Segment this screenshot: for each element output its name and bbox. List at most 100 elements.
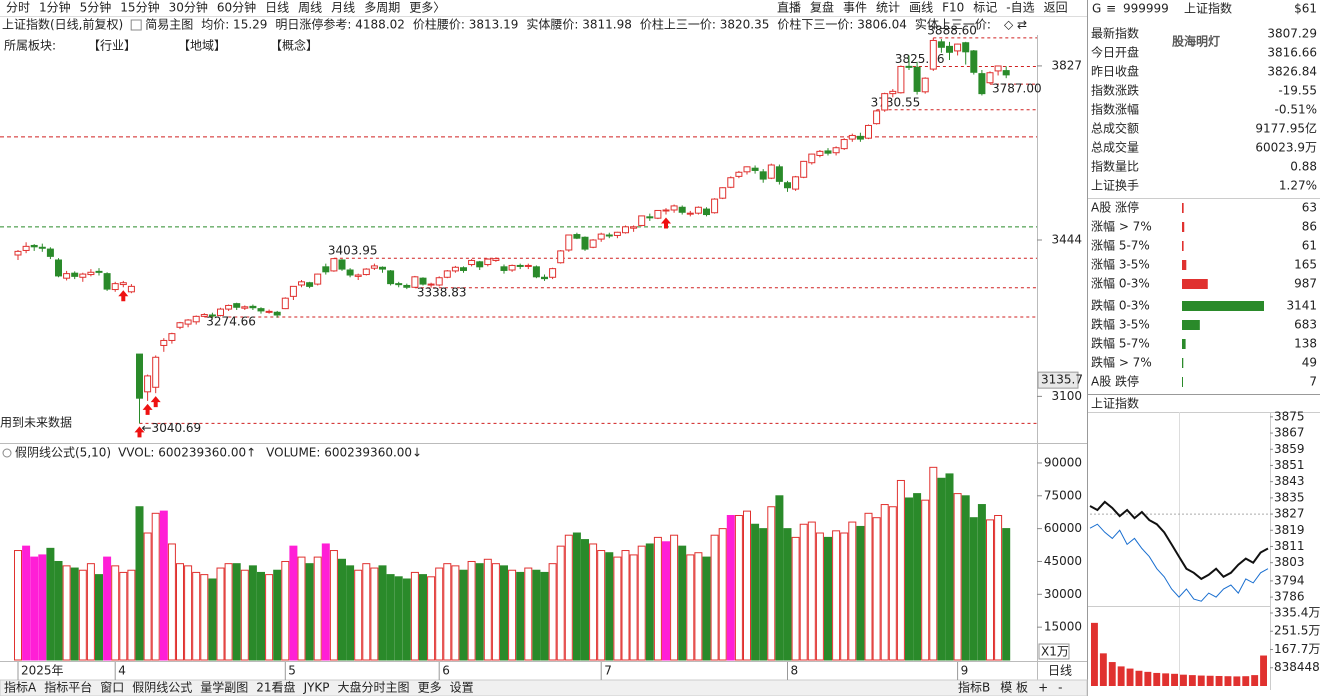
volume-bar bbox=[14, 550, 22, 661]
volume-bar bbox=[864, 512, 873, 661]
tab[interactable]: 模 板 bbox=[1000, 681, 1028, 695]
tab[interactable]: 大盘分时主图 bbox=[338, 680, 410, 695]
breadth-label: A股 涨停 bbox=[1091, 200, 1139, 215]
candle-body bbox=[913, 66, 921, 92]
candle-body bbox=[14, 250, 22, 256]
tab[interactable]: 假阴线公式 bbox=[132, 681, 192, 695]
volume-bar bbox=[694, 552, 703, 661]
volume-bar bbox=[581, 539, 589, 661]
volume-bar bbox=[937, 477, 946, 661]
candle-body bbox=[314, 273, 322, 285]
level-label: 3825.76 bbox=[895, 52, 945, 66]
period-button[interactable]: 1分钟 bbox=[39, 0, 71, 15]
candle-body bbox=[767, 164, 775, 179]
period-label[interactable]: 日线 bbox=[1048, 664, 1072, 678]
candle-body bbox=[856, 135, 864, 140]
volume-bar bbox=[994, 514, 1003, 661]
candle-body bbox=[322, 266, 330, 273]
period-button[interactable]: 5分钟 bbox=[80, 0, 112, 15]
tool-button[interactable]: -自选 bbox=[1006, 1, 1034, 15]
tool-button[interactable]: 标记 bbox=[973, 1, 997, 15]
volume-bar bbox=[662, 541, 670, 661]
volume-bar bbox=[848, 521, 857, 661]
period-button[interactable]: 周线 bbox=[298, 1, 322, 15]
level-label: 3274.66 bbox=[206, 314, 256, 328]
candle-body bbox=[427, 283, 435, 286]
candle-body bbox=[289, 285, 297, 297]
watermark: 股海明灯 bbox=[1172, 34, 1220, 49]
tab[interactable]: 指标B bbox=[958, 680, 990, 695]
tab[interactable]: 21看盘 bbox=[256, 680, 295, 695]
tool-button[interactable]: 直播 bbox=[777, 1, 801, 15]
tab[interactable]: + bbox=[1038, 681, 1048, 695]
sector-link[interactable]: 【行业】 bbox=[88, 39, 136, 53]
intraday-line bbox=[1089, 500, 1269, 581]
y-tick-label: 45000 bbox=[1044, 554, 1082, 568]
y-tick-label: 15000 bbox=[1044, 620, 1082, 634]
period-button[interactable]: 60分钟 bbox=[217, 0, 256, 15]
breadth-bar bbox=[1182, 320, 1200, 330]
period-button[interactable]: 分时 bbox=[6, 1, 30, 15]
period-button[interactable]: 月线 bbox=[331, 1, 355, 15]
volume-bar bbox=[313, 556, 322, 661]
volume-bar bbox=[961, 495, 970, 661]
breadth-bar bbox=[1182, 222, 1185, 232]
breadth-label: 涨幅 3-5% bbox=[1091, 257, 1150, 272]
candle-body bbox=[379, 266, 386, 270]
volume-bar bbox=[896, 479, 905, 661]
tool-button[interactable]: F10 bbox=[942, 1, 964, 15]
y-tick-label: 3819 bbox=[1274, 523, 1305, 537]
candle-body bbox=[638, 215, 646, 226]
tab[interactable]: 更多 bbox=[418, 681, 442, 695]
candle-body bbox=[921, 77, 929, 93]
candle-body bbox=[119, 282, 127, 286]
tab[interactable]: 量学副图 bbox=[200, 680, 248, 695]
period-button[interactable]: 日线 bbox=[265, 1, 289, 15]
period-button[interactable]: 15分钟 bbox=[120, 0, 159, 15]
period-button[interactable]: 30分钟 bbox=[169, 0, 208, 15]
volume-bar bbox=[824, 536, 832, 661]
volume-bar bbox=[459, 569, 468, 661]
volume-bar bbox=[346, 565, 355, 661]
x-tick-label: 7 bbox=[604, 664, 612, 678]
volume-bar bbox=[289, 545, 298, 661]
candle-body bbox=[476, 261, 484, 268]
period-button[interactable]: 更多〉 bbox=[409, 1, 445, 15]
candle-body bbox=[38, 246, 46, 249]
volume-bar bbox=[38, 554, 47, 661]
tab[interactable]: 指标A bbox=[4, 680, 37, 695]
tab[interactable]: 设置 bbox=[450, 681, 474, 695]
intraday-volume-bar bbox=[1126, 668, 1134, 686]
indicator-value: 价柱腰价: 3813.19 bbox=[413, 17, 518, 32]
candle-body bbox=[127, 285, 135, 293]
volume-bar bbox=[969, 517, 978, 661]
candle-body bbox=[387, 270, 395, 285]
tool-button[interactable]: 复盘 bbox=[810, 0, 834, 15]
sector-link[interactable]: 【地域】 bbox=[178, 39, 226, 53]
volume-bar bbox=[159, 510, 168, 661]
tool-button[interactable]: 返回 bbox=[1044, 1, 1068, 15]
tab[interactable]: JYKP bbox=[303, 681, 330, 695]
indicator-value: 价柱上三一价: 3820.35 bbox=[640, 17, 769, 32]
tool-button[interactable]: 统计 bbox=[876, 1, 900, 15]
tab[interactable]: - bbox=[1058, 681, 1062, 695]
volume-bar bbox=[913, 493, 922, 661]
tab[interactable]: 指标平台 bbox=[44, 680, 92, 695]
sector-link[interactable]: 【概念】 bbox=[270, 38, 318, 53]
candle-body bbox=[370, 265, 378, 269]
volume-bar bbox=[232, 563, 241, 661]
volume-bar bbox=[840, 532, 849, 661]
breadth-label: 跌幅 5-7% bbox=[1091, 336, 1150, 351]
volume-bar bbox=[718, 528, 727, 661]
candle-body bbox=[792, 176, 800, 190]
intraday-volume-bar bbox=[1108, 662, 1116, 686]
period-button[interactable]: 多周期 bbox=[364, 1, 400, 15]
tab[interactable]: 窗口 bbox=[100, 681, 124, 695]
tool-button[interactable]: 画线 bbox=[909, 1, 933, 15]
candle-body bbox=[929, 39, 937, 70]
volume-bar bbox=[329, 550, 338, 661]
candle-body bbox=[557, 250, 565, 264]
mode-icon bbox=[130, 19, 142, 31]
tool-button[interactable]: 事件 bbox=[843, 1, 867, 15]
